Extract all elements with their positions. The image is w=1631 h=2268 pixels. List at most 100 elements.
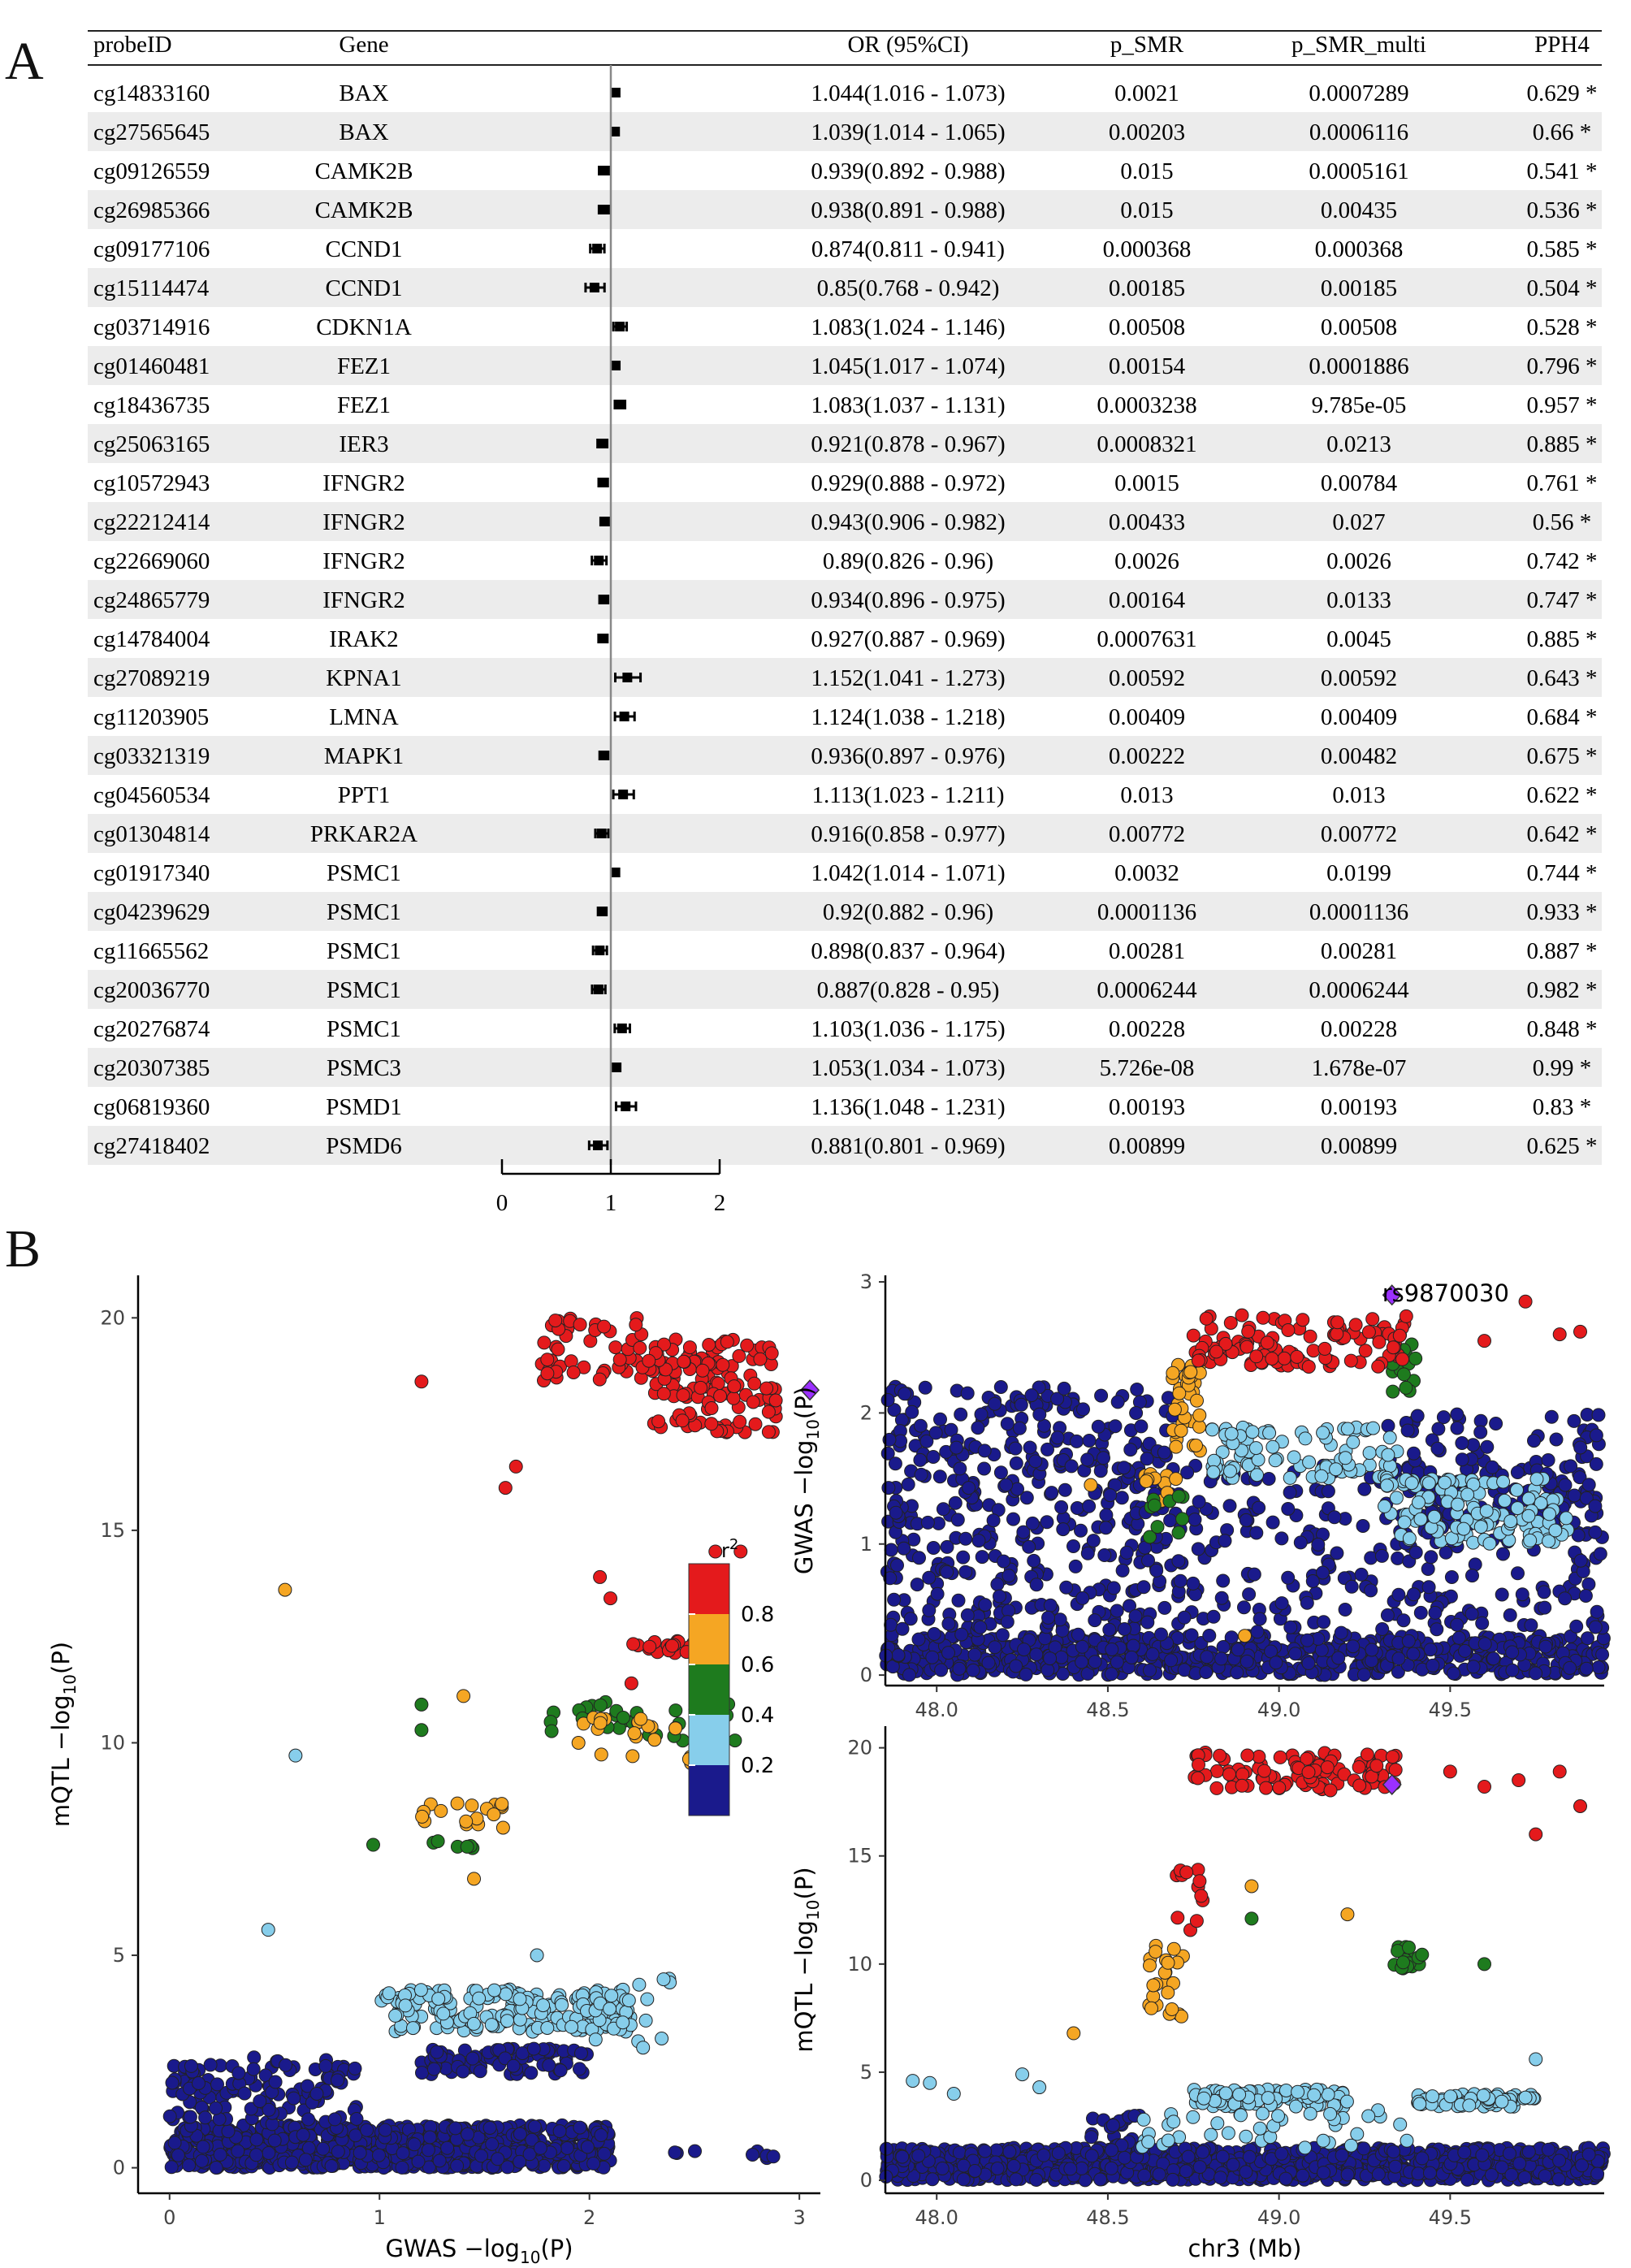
data-point xyxy=(322,2071,337,2085)
data-point xyxy=(1577,2170,1592,2184)
data-point xyxy=(1226,1651,1241,1666)
data-point xyxy=(1006,2159,1021,2173)
data-point xyxy=(967,1485,982,1500)
data-point xyxy=(1170,2149,1185,2163)
data-point xyxy=(1222,2153,1237,2168)
data-point xyxy=(920,1515,935,1530)
x-axis-title-sub: 10 xyxy=(520,2248,540,2267)
data-point xyxy=(1103,1548,1118,1563)
data-point xyxy=(1131,1649,1146,1664)
data-point xyxy=(586,2155,601,2170)
data-point xyxy=(485,2008,500,2023)
data-point xyxy=(406,2159,421,2174)
data-point xyxy=(1568,1653,1583,1668)
data-point xyxy=(1031,2142,1045,2157)
p-smr: 0.00592 xyxy=(1109,665,1185,691)
data-point xyxy=(1440,1472,1455,1487)
or-point xyxy=(610,88,621,97)
data-point xyxy=(417,1804,430,1819)
data-point xyxy=(1166,1643,1180,1657)
data-point xyxy=(1037,2163,1052,2177)
data-point xyxy=(1071,2163,1085,2178)
data-point xyxy=(201,2138,216,2153)
data-point xyxy=(482,2158,496,2173)
data-point xyxy=(399,2124,413,2139)
data-point xyxy=(554,1995,569,2010)
data-point xyxy=(1444,2164,1459,2179)
data-point xyxy=(573,2062,586,2076)
data-point xyxy=(1482,2092,1496,2106)
p-smr: 0.0032 xyxy=(1114,860,1179,886)
data-point xyxy=(895,1656,910,1671)
data-point xyxy=(262,2161,277,2175)
data-point xyxy=(937,1638,952,1653)
data-point xyxy=(1594,2151,1609,2165)
data-point xyxy=(906,1548,919,1563)
data-point xyxy=(1164,1653,1179,1668)
data-point xyxy=(594,2007,608,2022)
data-point xyxy=(1389,2163,1404,2177)
data-point xyxy=(1555,1646,1570,1660)
data-point xyxy=(915,2141,929,2156)
data-point xyxy=(889,1505,903,1520)
data-point xyxy=(288,2120,302,2135)
data-point xyxy=(493,2149,508,2163)
data-point xyxy=(203,2141,218,2156)
data-point xyxy=(171,2137,186,2152)
data-point xyxy=(597,2146,612,2161)
data-point xyxy=(945,1651,959,1665)
data-point xyxy=(428,1995,443,2009)
data-point xyxy=(1527,1434,1541,1448)
data-point xyxy=(1401,1949,1416,1963)
data-point xyxy=(1516,1493,1531,1507)
data-point xyxy=(1283,2165,1298,2179)
data-point xyxy=(537,1374,551,1387)
data-point xyxy=(1002,2145,1017,2159)
data-point xyxy=(1442,1473,1456,1487)
data-point xyxy=(402,2153,417,2167)
data-point xyxy=(651,1414,666,1429)
data-point xyxy=(1125,1584,1140,1599)
data-point xyxy=(625,1333,639,1347)
data-point xyxy=(231,2066,246,2080)
data-point xyxy=(1322,2150,1337,2165)
data-point xyxy=(319,2145,334,2159)
data-point xyxy=(1214,2149,1228,2163)
data-point xyxy=(934,1661,949,1676)
data-point xyxy=(334,2123,348,2138)
data-point xyxy=(1124,1650,1139,1664)
data-point xyxy=(446,2123,461,2137)
data-point xyxy=(193,2085,207,2100)
data-point xyxy=(1179,2166,1193,2180)
data-point xyxy=(753,1352,768,1366)
data-point xyxy=(1218,2159,1233,2174)
data-point xyxy=(1093,1464,1108,1478)
data-point xyxy=(1552,1327,1567,1342)
data-point xyxy=(238,2148,253,2162)
data-point xyxy=(1168,2145,1183,2159)
data-point xyxy=(1056,2156,1071,2171)
data-point xyxy=(1336,2099,1351,2114)
data-point xyxy=(989,2155,1003,2170)
data-point xyxy=(668,1332,683,1347)
data-point xyxy=(499,1987,513,2002)
data-point xyxy=(1053,2163,1068,2178)
data-point xyxy=(1114,2157,1129,2171)
data-point xyxy=(1407,1587,1421,1602)
data-point xyxy=(1401,1461,1415,1474)
or-ci: 0.934(0.896 - 0.975) xyxy=(811,587,1005,613)
data-point xyxy=(1468,1636,1482,1651)
data-point xyxy=(594,1712,608,1726)
data-point xyxy=(514,2149,529,2163)
data-point xyxy=(469,2145,483,2159)
data-point xyxy=(923,2163,937,2178)
data-point xyxy=(1282,2161,1296,2175)
data-point xyxy=(1527,2091,1542,2106)
data-point xyxy=(1546,1503,1560,1517)
data-point xyxy=(1114,2161,1129,2175)
data-point xyxy=(429,2143,443,2157)
data-point xyxy=(240,2141,254,2156)
data-point xyxy=(576,1997,591,2011)
data-point xyxy=(1239,2161,1253,2175)
data-point xyxy=(1578,1663,1593,1677)
